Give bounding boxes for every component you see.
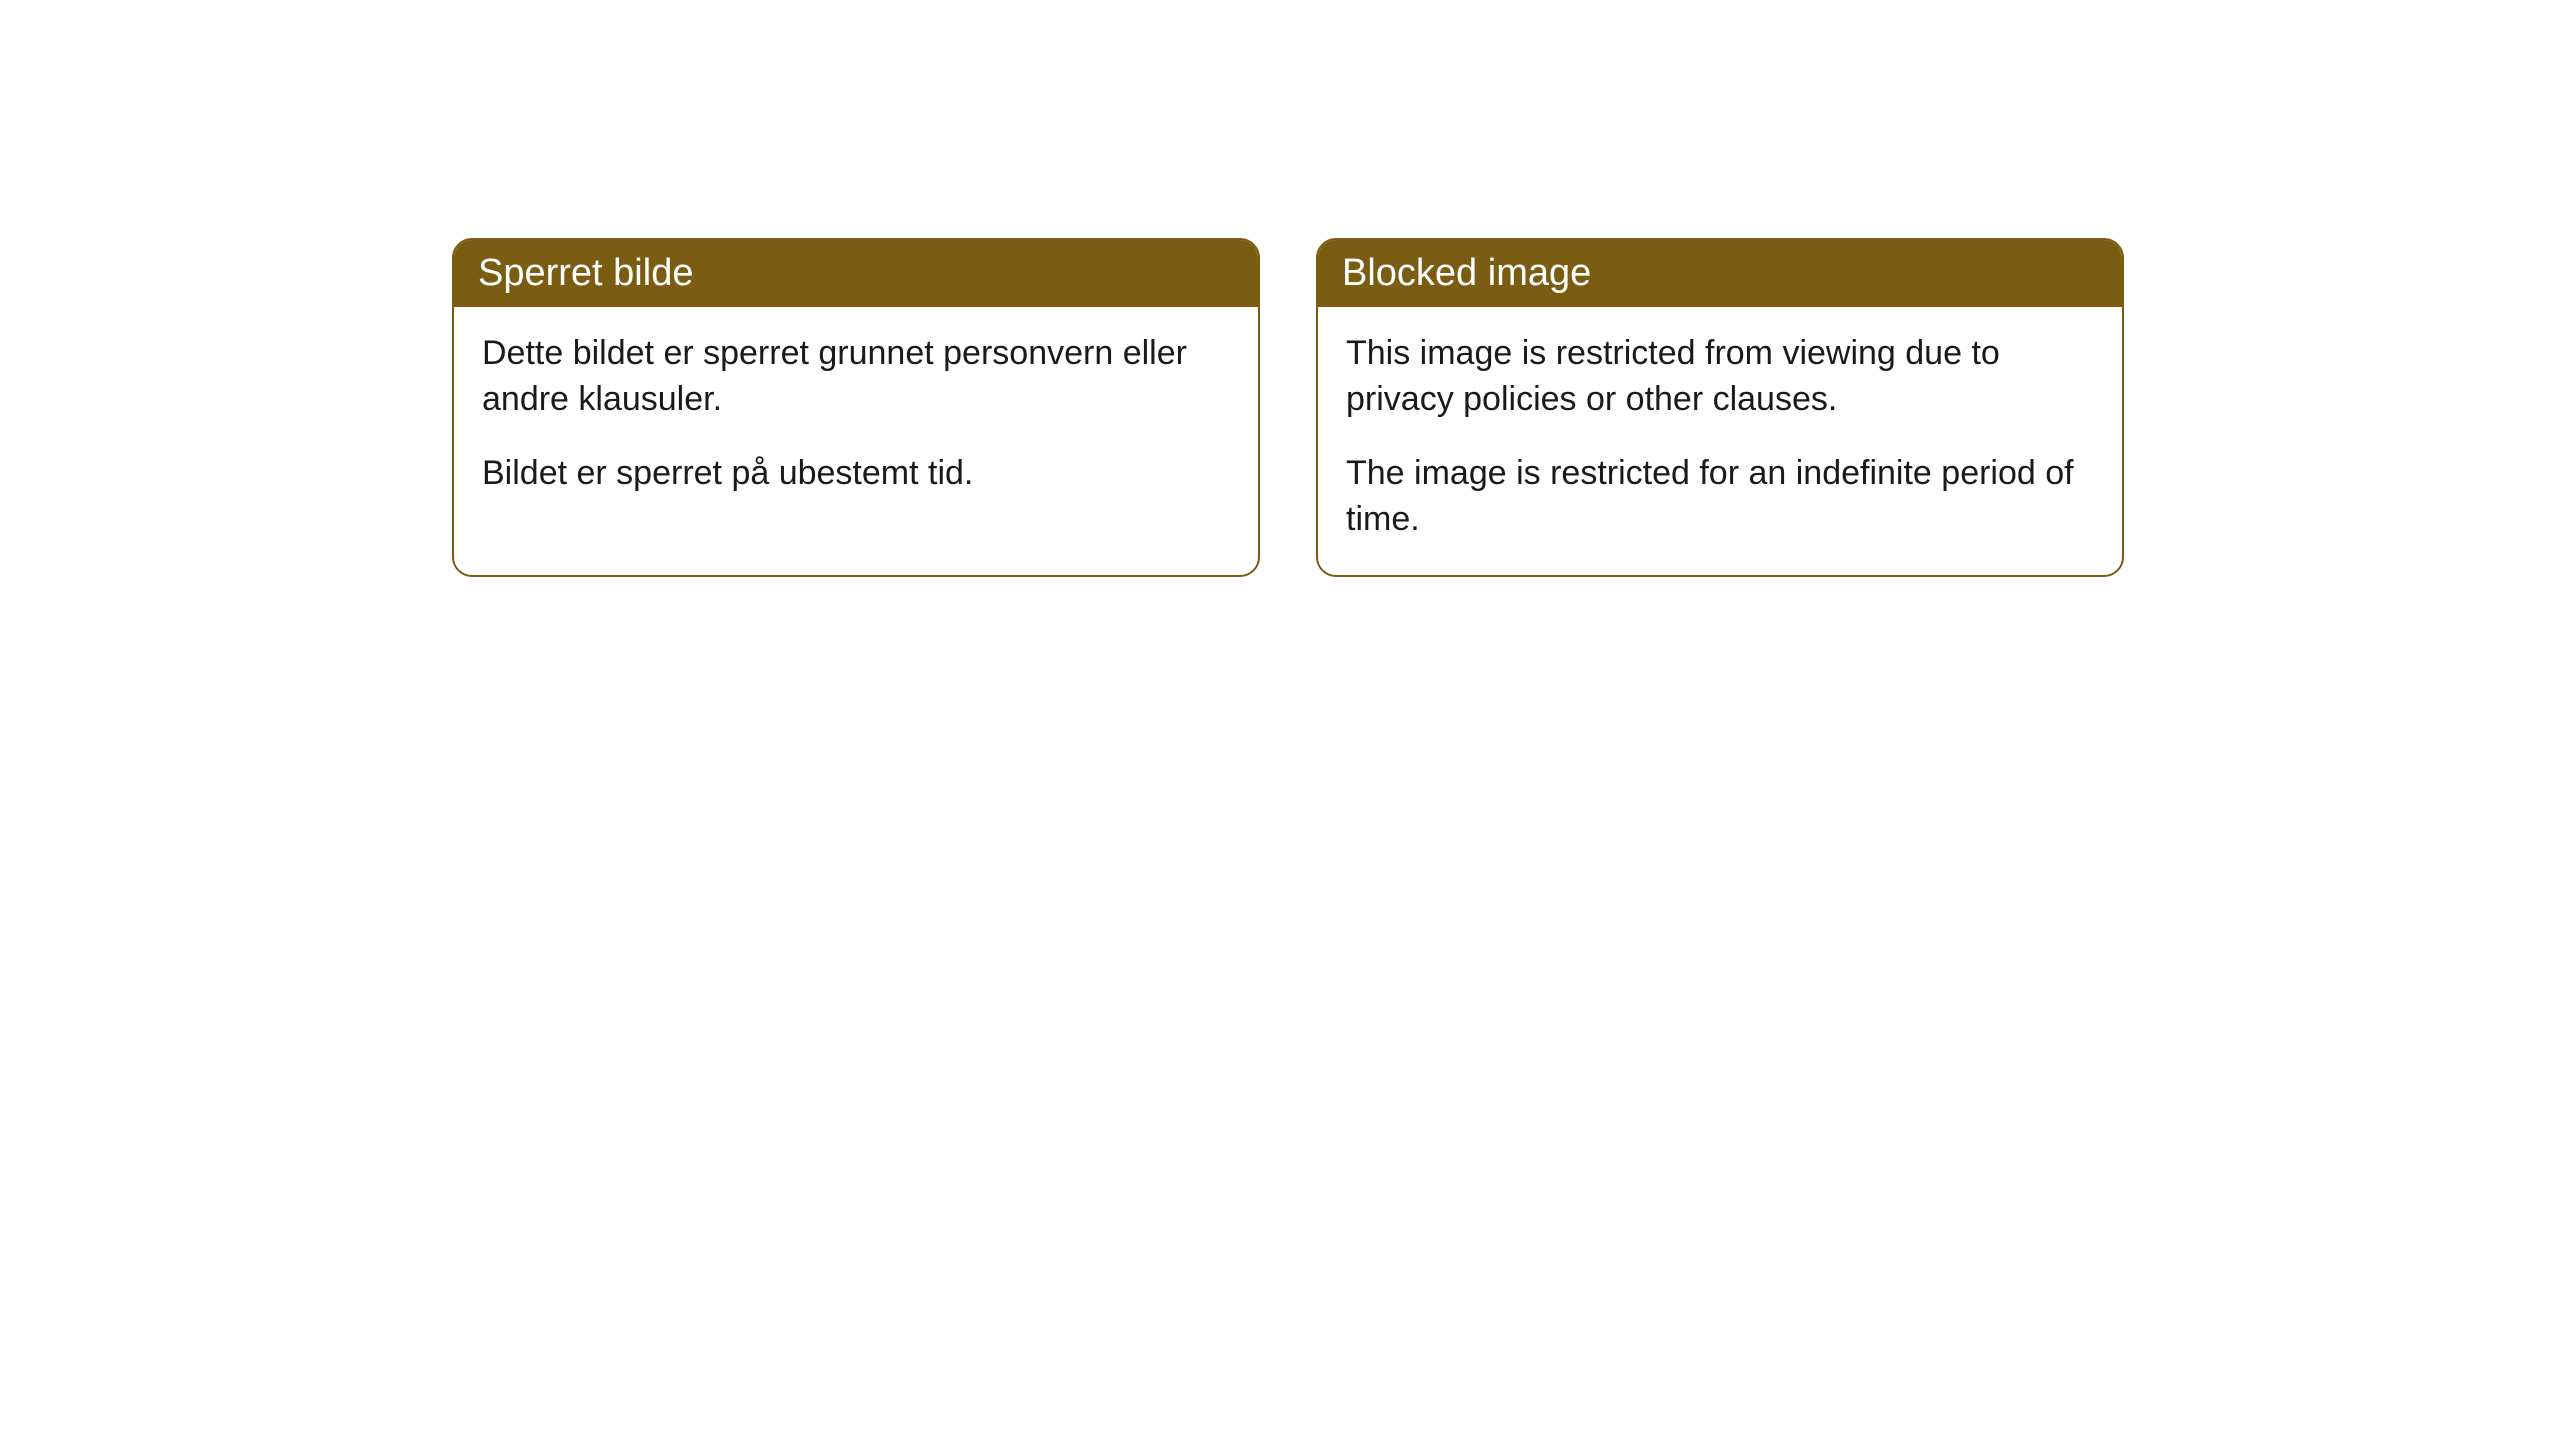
card-para1-no: Dette bildet er sperret grunnet personve… [482,331,1230,423]
cards-container: Sperret bilde Dette bildet er sperret gr… [0,0,2560,577]
card-para2-no: Bildet er sperret på ubestemt tid. [482,451,1230,497]
card-para2-en: The image is restricted for an indefinit… [1346,451,2094,543]
card-header-no: Sperret bilde [454,240,1258,307]
card-header-en: Blocked image [1318,240,2122,307]
blocked-image-card-en: Blocked image This image is restricted f… [1316,238,2124,577]
card-title-no: Sperret bilde [478,252,693,294]
card-title-en: Blocked image [1342,252,1591,294]
card-body-no: Dette bildet er sperret grunnet personve… [454,307,1258,529]
card-para1-en: This image is restricted from viewing du… [1346,331,2094,423]
blocked-image-card-no: Sperret bilde Dette bildet er sperret gr… [452,238,1260,577]
card-body-en: This image is restricted from viewing du… [1318,307,2122,575]
